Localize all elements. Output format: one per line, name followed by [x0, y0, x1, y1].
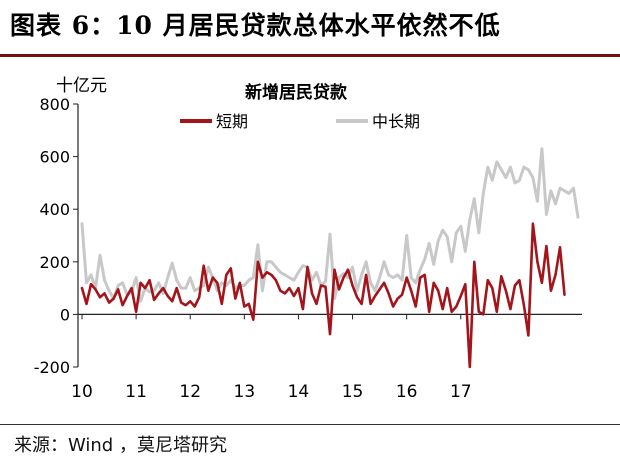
- axes-layer: [77, 104, 582, 367]
- x-tick-label: 16: [396, 382, 418, 402]
- y-tick-label: 600: [39, 148, 70, 167]
- y-tick-label: 800: [39, 95, 70, 114]
- y-axis-title: 十亿元: [56, 76, 107, 96]
- ticks-layer: -200 0 200 400 600 800 10 11 12 13 14 15 16 17: [34, 95, 472, 402]
- legend-short-label: 短期: [216, 112, 248, 131]
- x-tick-label: 12: [179, 382, 201, 402]
- source-rule: [0, 424, 620, 425]
- x-tick-label: 17: [450, 382, 472, 402]
- x-tick-label: 14: [288, 382, 310, 402]
- source-note: 来源：Wind ，莫尼塔研究: [14, 435, 227, 456]
- legend-long-label: 中长期: [372, 112, 420, 131]
- title-rule: [0, 54, 620, 57]
- x-tick-label: 11: [125, 382, 147, 402]
- x-tick-label: 15: [342, 382, 364, 402]
- series-layer: [80, 147, 580, 369]
- legend: 短期 中长期: [180, 112, 420, 131]
- y-tick-label: -200: [34, 358, 70, 377]
- y-tick-label: 0: [60, 305, 70, 324]
- series-long-term-line: [80, 147, 580, 303]
- x-tick-label: 10: [71, 382, 93, 402]
- chart-svg: -200 0 200 400 600 800 10 11 12 13 14 15 16 17 十亿元 新增…: [34, 76, 582, 402]
- chart-title: 新增居民贷款: [245, 82, 348, 103]
- figure-title: 图表 6：10 月居民贷款总体水平依然不低: [10, 11, 501, 40]
- series-short-term-line: [80, 222, 566, 369]
- x-tick-label: 13: [234, 382, 256, 402]
- y-tick-label: 200: [39, 253, 70, 272]
- y-tick-label: 400: [39, 200, 70, 219]
